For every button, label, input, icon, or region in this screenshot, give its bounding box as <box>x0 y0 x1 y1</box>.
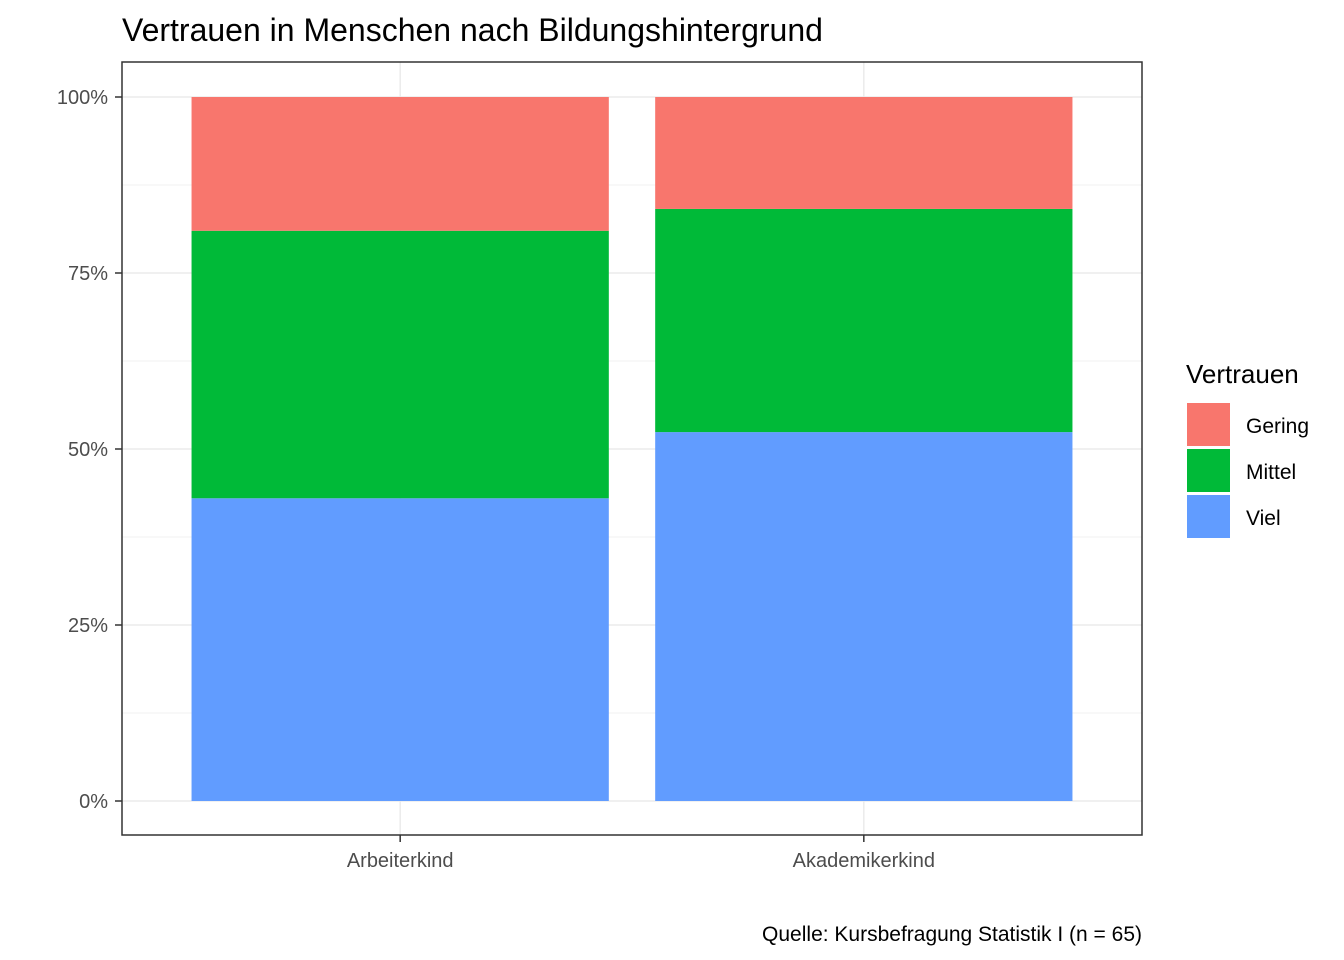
y-tick-label: 50% <box>68 439 108 461</box>
bar-segment-gering-arbeiterkind <box>191 97 609 231</box>
legend-label-viel: Viel <box>1246 507 1281 530</box>
y-tick-label: 0% <box>79 791 108 813</box>
chart-caption: Quelle: Kursbefragung Statistik I (n = 6… <box>762 923 1142 946</box>
legend-label-mittel: Mittel <box>1246 461 1296 484</box>
legend: Vertrauen Gering Mittel Viel <box>1186 359 1309 538</box>
legend-key-gering <box>1187 403 1230 446</box>
y-tick-label: 25% <box>68 615 108 637</box>
legend-key-viel <box>1187 495 1230 538</box>
legend-key-mittel <box>1187 449 1230 492</box>
chart-title: Vertrauen in Menschen nach Bildungshinte… <box>122 12 823 48</box>
x-tick-label: Akademikerkind <box>793 850 935 872</box>
bar-segment-mittel-akademikerkind <box>655 208 1073 433</box>
legend-items: Gering Mittel Viel <box>1187 403 1309 538</box>
y-axis: 0% 25% 50% 75% 100% <box>57 87 122 813</box>
legend-title: Vertrauen <box>1186 359 1299 389</box>
bar-segment-viel-arbeiterkind <box>191 498 609 801</box>
x-axis: Arbeiterkind Akademikerkind <box>347 835 935 872</box>
bar-segment-gering-akademikerkind <box>655 97 1073 209</box>
y-tick-label: 100% <box>57 87 108 109</box>
plot-area <box>121 61 1143 836</box>
bar-segment-viel-akademikerkind <box>655 432 1073 801</box>
x-tick-label: Arbeiterkind <box>347 850 454 872</box>
y-tick-label: 75% <box>68 263 108 285</box>
bar-layer <box>191 97 1073 801</box>
legend-label-gering: Gering <box>1246 415 1309 438</box>
bar-segment-mittel-arbeiterkind <box>191 230 609 499</box>
